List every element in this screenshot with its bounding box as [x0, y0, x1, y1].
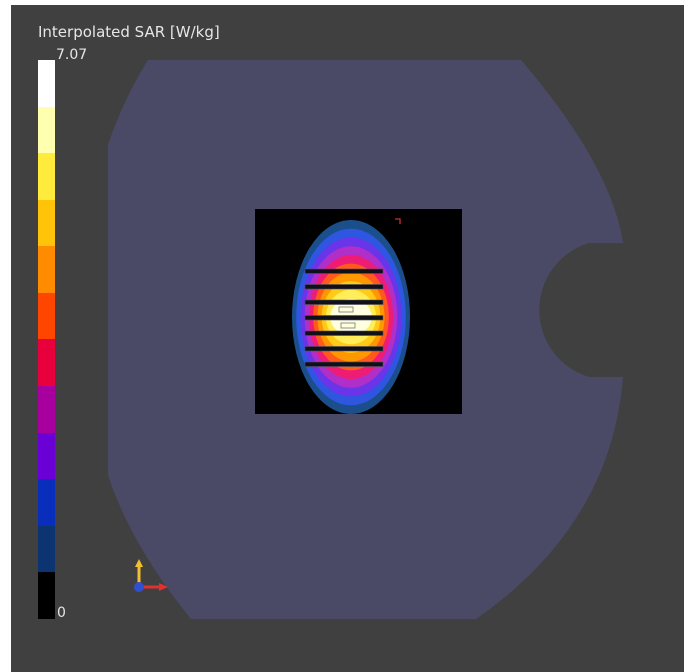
coil-rungs [304, 268, 384, 367]
axes-triad[interactable] [134, 559, 168, 592]
coil-rung [304, 315, 384, 321]
coil-component [338, 306, 354, 313]
coil-rung [304, 284, 384, 290]
coil-rung [304, 330, 384, 336]
x-axis-arrowhead [159, 583, 168, 591]
legend-swatch [38, 525, 55, 573]
legend-swatch [38, 479, 55, 526]
legend-swatch [38, 106, 55, 154]
legend-swatch [38, 339, 55, 387]
legend-min-label: 0 [57, 605, 66, 621]
legend-swatch [38, 386, 55, 433]
legend-swatch [38, 432, 55, 480]
corner-marker [395, 218, 401, 224]
scene-canvas[interactable] [11, 5, 684, 672]
legend-swatch [38, 572, 55, 619]
z-axis-arrow [134, 582, 144, 592]
coil-rung [304, 361, 384, 367]
legend-swatch [38, 292, 55, 340]
legend-swatch [38, 60, 55, 107]
coil-rung [304, 346, 384, 352]
coil-component [340, 322, 356, 329]
y-axis-arrowhead [135, 559, 143, 567]
coil-rung [304, 268, 384, 274]
legend-swatch [38, 153, 55, 200]
legend-swatch [38, 246, 55, 293]
legend-swatch [38, 199, 55, 247]
coil-rung [304, 299, 384, 305]
3d-viewport[interactable]: Interpolated SAR [W/kg] 7.07 0 [11, 5, 684, 672]
legend-title: Interpolated SAR [W/kg] [38, 23, 220, 41]
legend-max-label: 7.07 [56, 47, 88, 63]
legend-color-bar [38, 60, 55, 619]
